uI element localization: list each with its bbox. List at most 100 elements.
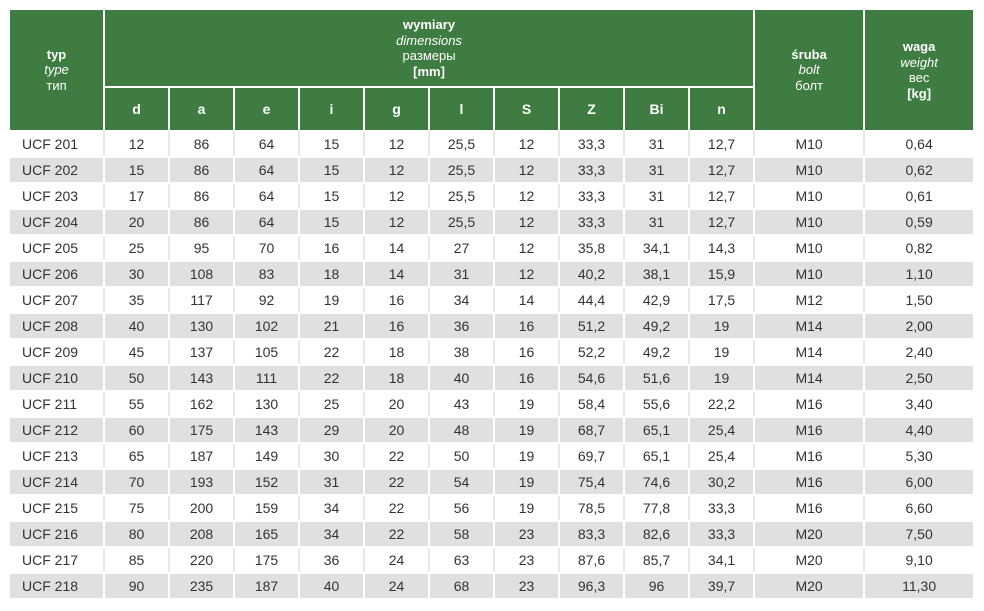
cell-d: 17 [103,182,170,210]
cell-l: 56 [428,494,495,522]
cell-type: UCF 217 [8,546,105,574]
cell-e: 92 [233,286,300,314]
cell-l: 63 [428,546,495,574]
cell-l: 25,5 [428,156,495,184]
header-line: тип [46,77,67,93]
cell-e: 165 [233,520,300,548]
cell-l: 25,5 [428,130,495,158]
cell-d: 50 [103,364,170,392]
cell-n: 12,7 [687,208,756,236]
cell-type: UCF 206 [8,260,105,288]
cell-bolt: M20 [753,520,866,548]
cell-S: 16 [493,312,560,340]
header-dimensions-group: wymiary dimensions размеры [mm] [102,8,756,88]
cell-d: 85 [103,546,170,574]
cell-l: 40 [428,364,495,392]
cell-bolt: M16 [753,468,866,496]
cell-S: 12 [493,182,560,210]
cell-e: 159 [233,494,300,522]
cell-S: 23 [493,520,560,548]
cell-S: 19 [493,494,560,522]
cell-e: 130 [233,390,300,418]
table-row: UCF 205 25 95 70 16 14 27 12 35,8 34,1 14,3 M10 0,82 [8,234,976,262]
cell-weight: 1,50 [863,286,976,314]
header-col-e: e [233,86,300,132]
header-line: вес [908,70,930,85]
dimensions-table: typ type тип wymiary dimensions размеры … [8,8,976,600]
table-row: UCF 217 85 220 175 36 24 63 23 87,6 85,7 34,1 M20 9,… [8,546,976,574]
cell-d: 80 [103,520,170,548]
cell-l: 68 [428,572,495,600]
cell-bolt: M10 [753,208,866,236]
cell-a: 193 [168,468,235,496]
cell-n: 14,3 [687,234,756,262]
cell-Bi: 49,2 [623,338,690,366]
cell-d: 70 [103,468,170,496]
cell-Bi: 65,1 [623,416,690,444]
header-line: type [44,62,69,78]
table-row: UCF 208 40 130 102 21 16 36 16 51,2 49,2 19 M14 2,00 [8,312,976,340]
cell-S: 19 [493,416,560,444]
cell-l: 25,5 [428,208,495,236]
cell-type: UCF 211 [8,390,105,418]
cell-e: 187 [233,572,300,600]
cell-S: 19 [493,442,560,470]
cell-g: 14 [363,260,430,288]
table-row: UCF 202 15 86 64 15 12 25,5 12 33,3 31 12,7 M10 0,62 [8,156,976,184]
cell-weight: 0,64 [863,130,976,158]
cell-e: 83 [233,260,300,288]
cell-a: 108 [168,260,235,288]
cell-e: 105 [233,338,300,366]
cell-n: 19 [687,338,756,366]
cell-Bi: 82,6 [623,520,690,548]
cell-a: 137 [168,338,235,366]
cell-g: 22 [363,494,430,522]
cell-weight: 6,60 [863,494,976,522]
cell-bolt: M16 [753,442,866,470]
header-col-S: S [493,86,560,132]
cell-weight: 7,50 [863,520,976,548]
cell-d: 75 [103,494,170,522]
cell-type: UCF 214 [8,468,105,496]
cell-n: 25,4 [687,442,756,470]
header-line: weight [900,54,938,70]
cell-e: 64 [233,156,300,184]
cell-weight: 3,40 [863,390,976,418]
cell-Z: 69,7 [558,442,625,470]
cell-bolt: M14 [753,312,866,340]
cell-Bi: 96 [623,572,690,600]
cell-weight: 0,62 [863,156,976,184]
cell-weight: 0,59 [863,208,976,236]
cell-e: 70 [233,234,300,262]
cell-Z: 44,4 [558,286,625,314]
cell-i: 31 [298,468,365,496]
cell-e: 143 [233,416,300,444]
table-row: UCF 206 30 108 83 18 14 31 12 40,2 38,1 15,9 M10 1,1… [8,260,976,288]
cell-bolt: M12 [753,286,866,314]
cell-Bi: 42,9 [623,286,690,314]
cell-d: 35 [103,286,170,314]
cell-weight: 0,82 [863,234,976,262]
header-line: [mm] [413,63,445,79]
table-row: UCF 218 90 235 187 40 24 68 23 96,3 96 39,7 M20 11,3… [8,572,976,600]
cell-type: UCF 207 [8,286,105,314]
table-row: UCF 203 17 86 64 15 12 25,5 12 33,3 31 12,7 M10 0,61 [8,182,976,210]
cell-type: UCF 201 [8,130,105,158]
cell-l: 34 [428,286,495,314]
cell-S: 23 [493,546,560,574]
cell-g: 18 [363,338,430,366]
cell-weight: 2,50 [863,364,976,392]
cell-Bi: 51,6 [623,364,690,392]
cell-Z: 83,3 [558,520,625,548]
cell-a: 235 [168,572,235,600]
cell-e: 64 [233,182,300,210]
cell-Bi: 85,7 [623,546,690,574]
cell-i: 15 [298,130,365,158]
cell-a: 187 [168,442,235,470]
cell-i: 29 [298,416,365,444]
cell-type: UCF 205 [8,234,105,262]
cell-Bi: 65,1 [623,442,690,470]
cell-g: 22 [363,468,430,496]
cell-Z: 68,7 [558,416,625,444]
cell-bolt: M10 [753,234,866,262]
